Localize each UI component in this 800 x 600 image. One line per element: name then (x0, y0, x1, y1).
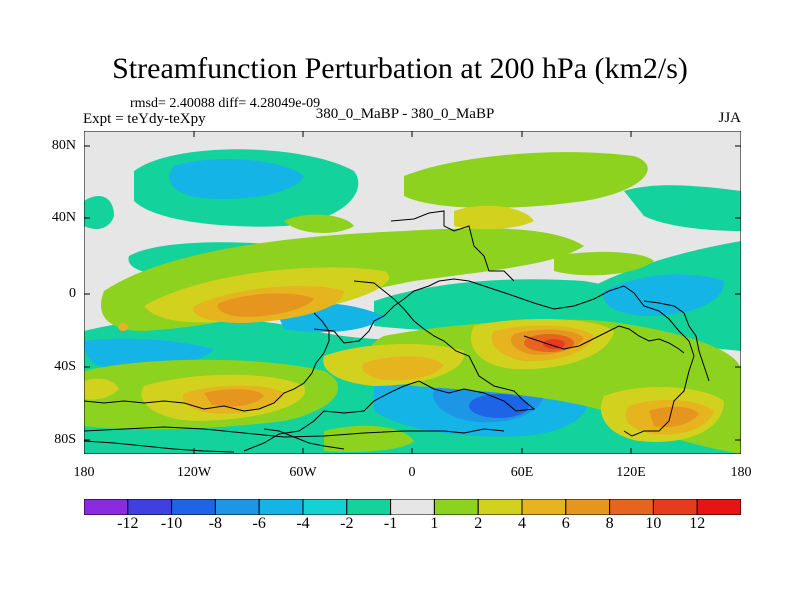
colorbar-label: -1 (383, 515, 398, 532)
comparison-label: 380_0_MaBP - 380_0_MaBP (315, 106, 495, 122)
lon-label: 180 (73, 465, 95, 480)
colorbar-swatch (565, 499, 611, 515)
colorbar-label: 8 (605, 515, 614, 532)
lon-label: 60E (510, 465, 534, 480)
experiment-label: Expt = teYdy-teXpy (83, 111, 206, 127)
colorbar-swatch (127, 499, 173, 515)
lon-label: 0 (408, 465, 416, 480)
colorbar-label: 2 (474, 515, 483, 532)
colorbar-label: 1 (430, 515, 439, 532)
colorbar-swatch (521, 499, 567, 515)
colorbar-swatch (171, 499, 216, 515)
lat-label: 80S (54, 432, 76, 447)
lon-label: 120W (176, 465, 212, 480)
colorbar-label: -4 (296, 515, 310, 532)
lon-label: 60W (289, 465, 317, 480)
coastlines (84, 210, 710, 453)
small-positive-spot (118, 323, 128, 331)
lat-label: 0 (69, 286, 76, 301)
colorbar-label: -8 (208, 515, 223, 532)
colorbar-swatch (652, 499, 698, 515)
stats-label: rmsd= 2.40088 diff= 4.28049e-09 (130, 96, 321, 111)
negative-core-region (469, 394, 529, 418)
positive-core-region (543, 339, 565, 349)
colorbar-swatch (433, 499, 479, 515)
colorbar-swatch (84, 499, 129, 515)
plot-title: Streamfunction Perturbation at 200 hPa (… (112, 52, 688, 85)
colorbar-label: -10 (160, 515, 183, 532)
colorbar-label: -6 (252, 515, 266, 532)
colorbar-label: -12 (117, 515, 139, 532)
season-label: JJA (718, 110, 741, 126)
tick-marks (84, 131, 741, 454)
map-plot (84, 131, 741, 454)
colorbar-swatch (214, 499, 260, 515)
colorbar-label: -2 (340, 515, 354, 532)
colorbar-label: 6 (561, 515, 570, 532)
colorbar-swatch (609, 499, 654, 515)
lat-label: 40N (51, 210, 76, 225)
lon-label: 120E (616, 465, 646, 480)
colorbar-label: 4 (518, 515, 526, 532)
lat-label: 80N (51, 138, 76, 153)
lon-label: 180 (730, 465, 752, 480)
colorbar-swatch (258, 499, 304, 515)
colorbar-swatch (477, 499, 523, 515)
colorbar-label: 12 (689, 515, 706, 532)
lat-label: 40S (54, 359, 76, 374)
colorbar-label: 10 (645, 515, 662, 532)
colorbar-swatch (390, 499, 435, 515)
colorbar-swatch (346, 499, 392, 515)
colorbar-swatch (696, 499, 741, 515)
colorbar-swatch (302, 499, 348, 515)
colorbar (84, 499, 741, 515)
